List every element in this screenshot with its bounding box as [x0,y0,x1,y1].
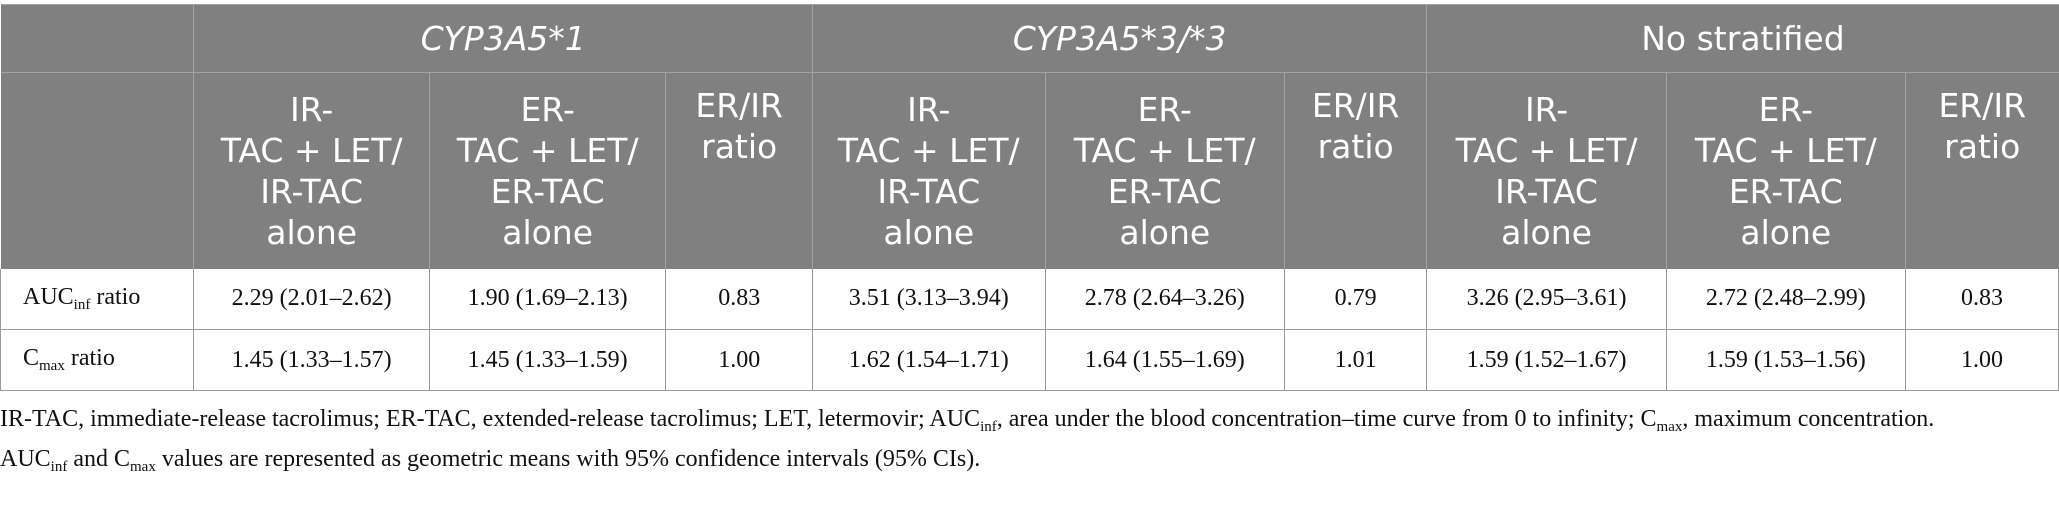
table-row-cmax: Cmax ratio 1.45 (1.33–1.57) 1.45 (1.33–1… [0,329,2059,391]
col-header-er: ER- TAC + LET/ER-TAC alone [1665,72,1906,269]
table-cell: 0.83 [1904,268,2059,330]
col-header-er: ER- TAC + LET/ER-TAC alone [1044,72,1285,269]
footnote-values: AUCinf and Cmax values are represented a… [0,446,981,475]
table-cell: 1.00 [665,329,813,391]
table-cell: 1.45 (1.33–1.57) [193,329,430,391]
table-cell: 1.45 (1.33–1.59) [428,329,666,391]
col-header-er: ER- TAC + LET/ER-TAC alone [428,72,666,269]
table-cell: 1.01 [1283,329,1427,391]
table-cell: 1.64 (1.55–1.69) [1044,329,1285,391]
col-header-ir: IR- TAC + LET/IR-TAC alone [1426,72,1667,269]
col-header-ratio: ER/IR ratio [1283,72,1427,269]
table-cell: 0.83 [665,268,813,330]
pk-ratio-table: CYP3A5*1 CYP3A5*3/*3 No stratified IR- TA… [0,4,2059,391]
footnote-abbreviations: IR-TAC, immediate-release tacrolimus; ER… [0,406,1935,435]
table-cell: 0.79 [1283,268,1427,330]
table-cell: 1.62 (1.54–1.71) [811,329,1046,391]
col-header-ratio: ER/IR ratio [665,72,813,269]
sub-header-row: IR- TAC + LET/IR-TAC alone ER- TAC + LET/ER… [0,72,2059,269]
table-cell: 2.29 (2.01–2.62) [193,268,430,330]
table-cell: 1.59 (1.52–1.67) [1426,329,1667,391]
col-header-ir: IR- TAC + LET/IR-TAC alone [193,72,430,269]
group-header-cyp3a5-1: CYP3A5*1 [193,4,813,73]
table-cell: 1.59 (1.53–1.56) [1665,329,1906,391]
group-header-not-stratified: No stratified [1426,4,2059,73]
row-label: AUCinf ratio [0,268,194,330]
table-cell: 3.26 (2.95–3.61) [1426,268,1667,330]
table-cell: 1.90 (1.69–2.13) [428,268,666,330]
table-row-auc: AUCinf ratio 2.29 (2.01–2.62) 1.90 (1.69… [0,268,2059,330]
group-header-row: CYP3A5*1 CYP3A5*3/*3 No stratified [0,4,2059,73]
table-footnotes: IR-TAC, immediate-release tacrolimus; ER… [0,403,2050,483]
table-cell: 1.00 [1904,329,2059,391]
table-cell: 2.72 (2.48–2.99) [1665,268,1906,330]
table-cell: 2.78 (2.64–3.26) [1044,268,1285,330]
group-header-cyp3a5-3-3: CYP3A5*3/*3 [811,4,1427,73]
corner-cell [0,4,194,73]
corner-cell-sub [0,72,194,269]
row-label: Cmax ratio [0,329,194,391]
col-header-ir: IR- TAC + LET/IR-TAC alone [811,72,1046,269]
col-header-ratio: ER/IR ratio [1904,72,2059,269]
table-cell: 3.51 (3.13–3.94) [811,268,1046,330]
